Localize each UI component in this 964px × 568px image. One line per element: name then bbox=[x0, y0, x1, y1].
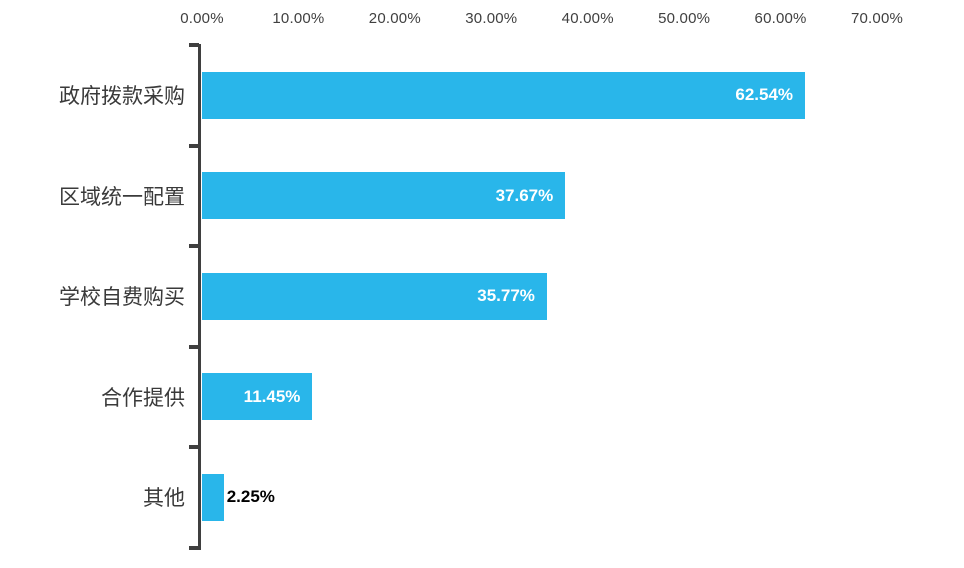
bar-value-label: 62.54% bbox=[735, 85, 794, 105]
category-label: 政府拨款采购 bbox=[59, 84, 185, 109]
y-axis-tick-mark bbox=[189, 445, 199, 449]
bar bbox=[202, 272, 547, 320]
x-axis-tick-label: 50.00% bbox=[658, 10, 711, 27]
bar bbox=[202, 373, 313, 421]
x-axis-tick-label: 70.00% bbox=[850, 10, 904, 27]
x-axis-tick-label: 20.00% bbox=[368, 10, 421, 27]
y-axis-tick-mark bbox=[189, 43, 199, 47]
y-axis-line bbox=[198, 44, 201, 550]
bar bbox=[202, 473, 224, 521]
bar-value-label: 35.77% bbox=[477, 286, 535, 306]
y-axis-tick-mark bbox=[189, 143, 199, 148]
bar-value-label: 2.25% bbox=[226, 487, 275, 507]
x-axis-tick-label: 30.00% bbox=[465, 10, 518, 27]
category-label: 区域统一配置 bbox=[59, 184, 185, 209]
y-axis-tick-mark bbox=[189, 244, 199, 248]
bar bbox=[202, 71, 806, 119]
bar bbox=[202, 172, 566, 220]
bar-value-label: 11.45% bbox=[243, 386, 301, 406]
category-label: 其他 bbox=[143, 486, 185, 511]
category-label: 学校自费购买 bbox=[59, 285, 185, 310]
x-axis-tick-label: 10.00% bbox=[272, 10, 325, 27]
category-label: 合作提供 bbox=[101, 385, 185, 410]
x-axis-tick-label: 40.00% bbox=[561, 10, 614, 27]
bar-value-label: 37.67% bbox=[495, 185, 554, 205]
y-axis-tick-mark bbox=[189, 344, 199, 349]
x-axis-tick-label: 0.00% bbox=[180, 10, 224, 27]
x-axis-tick-label: 60.00% bbox=[754, 10, 807, 27]
y-axis-tick-mark bbox=[189, 545, 199, 550]
